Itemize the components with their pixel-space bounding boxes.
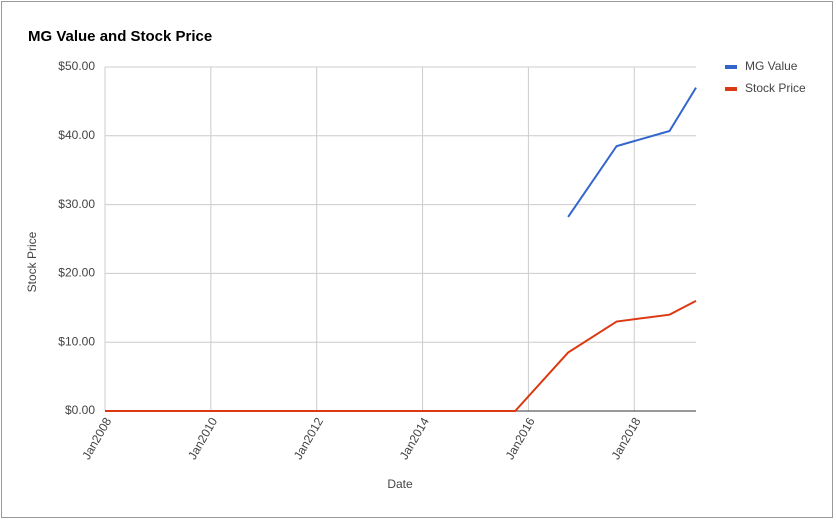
y-tick-label: $10.00	[58, 334, 95, 348]
y-tick-label: $40.00	[58, 128, 95, 142]
y-tick-label: $30.00	[58, 197, 95, 211]
legend-label: Stock Price	[745, 81, 806, 95]
series-line	[105, 300, 697, 412]
y-axis-label: Stock Price	[25, 231, 39, 292]
x-axis-label: Date	[387, 477, 413, 491]
series-line	[567, 87, 697, 218]
y-tick-label: $0.00	[65, 403, 95, 417]
y-tick-label: $20.00	[58, 266, 95, 280]
legend-label: MG Value	[745, 59, 798, 73]
chart-title: MG Value and Stock Price	[28, 28, 212, 45]
y-tick-label: $50.00	[58, 59, 95, 73]
